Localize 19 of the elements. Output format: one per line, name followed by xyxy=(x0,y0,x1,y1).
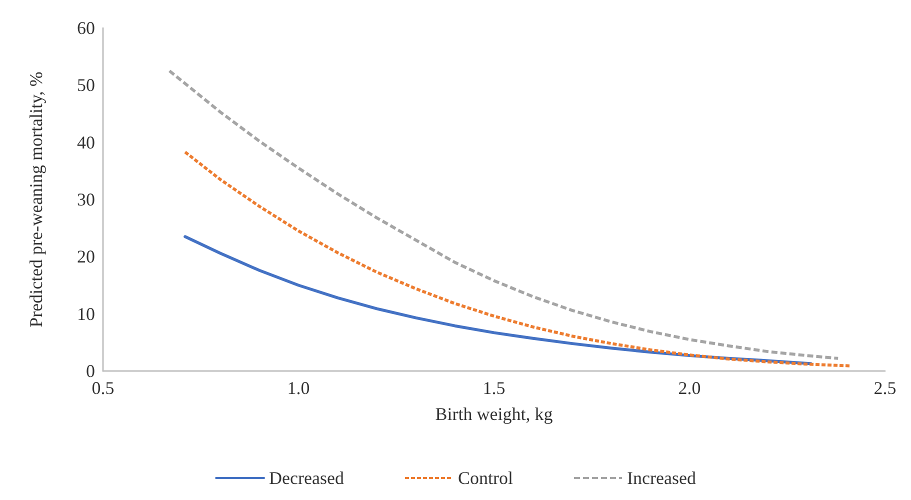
legend-label: Decreased xyxy=(269,468,344,488)
y-tick-label: 60 xyxy=(77,18,95,38)
y-tick-label: 30 xyxy=(77,190,95,210)
x-axis-title: Birth weight, kg xyxy=(435,404,553,424)
y-tick-label: 40 xyxy=(77,132,95,152)
legend-label: Increased xyxy=(627,468,696,488)
line-series xyxy=(168,69,840,360)
legend-label: Control xyxy=(458,468,514,488)
y-tick-label: 10 xyxy=(77,304,95,324)
x-tick-label: 1.5 xyxy=(482,378,506,398)
x-tick-label: 0.5 xyxy=(92,378,114,398)
y-tick-label: 50 xyxy=(77,75,95,96)
x-tick-label: 2.0 xyxy=(678,378,701,398)
y-tick-label: 20 xyxy=(77,246,95,267)
y-axis-title: Predicted pre-weaning mortality, % xyxy=(26,72,46,328)
line-series xyxy=(184,150,852,368)
x-tick-label: 1.0 xyxy=(287,378,310,398)
x-tick-label: 2.5 xyxy=(874,378,896,398)
y-tick-label: 0 xyxy=(86,361,95,381)
